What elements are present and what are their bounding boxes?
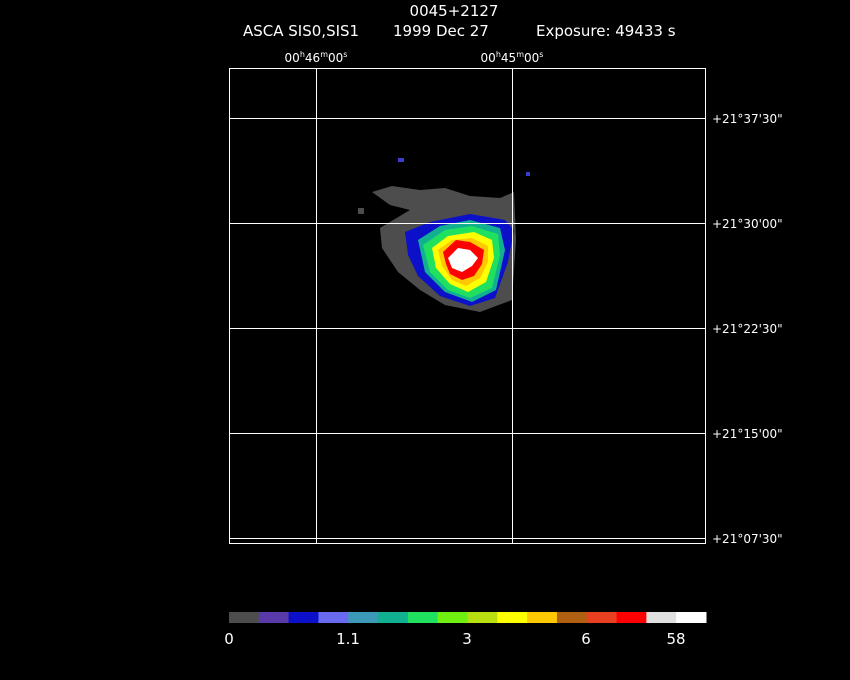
colorbar-swatch bbox=[407, 612, 439, 623]
colorbar-swatch bbox=[497, 612, 528, 623]
colorbar-swatch bbox=[378, 612, 409, 623]
ra-label: 00h45m00s bbox=[481, 50, 544, 65]
colorbar-swatch bbox=[437, 612, 468, 623]
colorbar-swatch bbox=[556, 612, 588, 623]
ra-label-part: 00 bbox=[524, 51, 539, 65]
emission-speck bbox=[526, 172, 530, 176]
colorbar-swatch bbox=[348, 612, 379, 623]
emission bbox=[358, 158, 530, 312]
colorbar-swatch bbox=[288, 612, 319, 623]
colorbar-label: 6 bbox=[581, 630, 591, 648]
instrument: ASCA SIS0,SIS1 bbox=[243, 22, 359, 40]
colorbar-swatch bbox=[676, 612, 707, 623]
colorbar-swatch bbox=[467, 612, 498, 623]
title: 0045+2127 bbox=[410, 2, 499, 20]
emission-speck bbox=[398, 158, 404, 162]
colorbar-swatch bbox=[616, 612, 647, 623]
frame bbox=[229, 68, 706, 544]
ra-label-part: 45 bbox=[501, 51, 516, 65]
colorbar-swatch bbox=[586, 612, 618, 623]
ra-label-part: s bbox=[343, 50, 347, 59]
colorbar-swatch bbox=[258, 612, 290, 623]
exposure: Exposure: 49433 s bbox=[536, 22, 676, 40]
ra-label-part: m bbox=[320, 50, 328, 59]
dec-label: +21°07'30" bbox=[712, 532, 783, 546]
colorbar-swatch bbox=[229, 612, 260, 623]
dec-label: +21°22'30" bbox=[712, 322, 783, 336]
dec-label: +21°15'00" bbox=[712, 427, 783, 441]
ra-label: 00h46m00s bbox=[285, 50, 348, 65]
ra-label-part: h bbox=[300, 50, 305, 59]
colorbar-label: 58 bbox=[666, 630, 685, 648]
colorbar-label: 0 bbox=[224, 630, 234, 648]
date: 1999 Dec 27 bbox=[393, 22, 489, 40]
colorbar-swatch bbox=[646, 612, 677, 623]
colorbar-swatch bbox=[527, 612, 558, 623]
ra-label-part: 00 bbox=[285, 51, 300, 65]
ra-label-part: 00 bbox=[328, 51, 343, 65]
emission-peak bbox=[448, 248, 478, 272]
dec-label: +21°30'00" bbox=[712, 217, 783, 231]
colorbar-label: 1.1 bbox=[336, 630, 360, 648]
ra-label-part: 46 bbox=[305, 51, 320, 65]
dec-label: +21°37'30" bbox=[712, 112, 783, 126]
plot-frame bbox=[229, 68, 706, 544]
colorbar-label: 3 bbox=[462, 630, 472, 648]
emission-speck bbox=[358, 208, 364, 214]
ra-label-part: s bbox=[539, 50, 543, 59]
ra-label-part: 00 bbox=[481, 51, 496, 65]
colorbar-swatch bbox=[318, 612, 349, 623]
colorbar: 0 1.1 3 6 58 bbox=[224, 612, 707, 648]
ra-label-part: h bbox=[496, 50, 501, 59]
ra-label-part: m bbox=[516, 50, 524, 59]
axis-labels: 00h46m00s 00h45m00s+21°37'30"+21°30'00"+2… bbox=[285, 50, 783, 546]
